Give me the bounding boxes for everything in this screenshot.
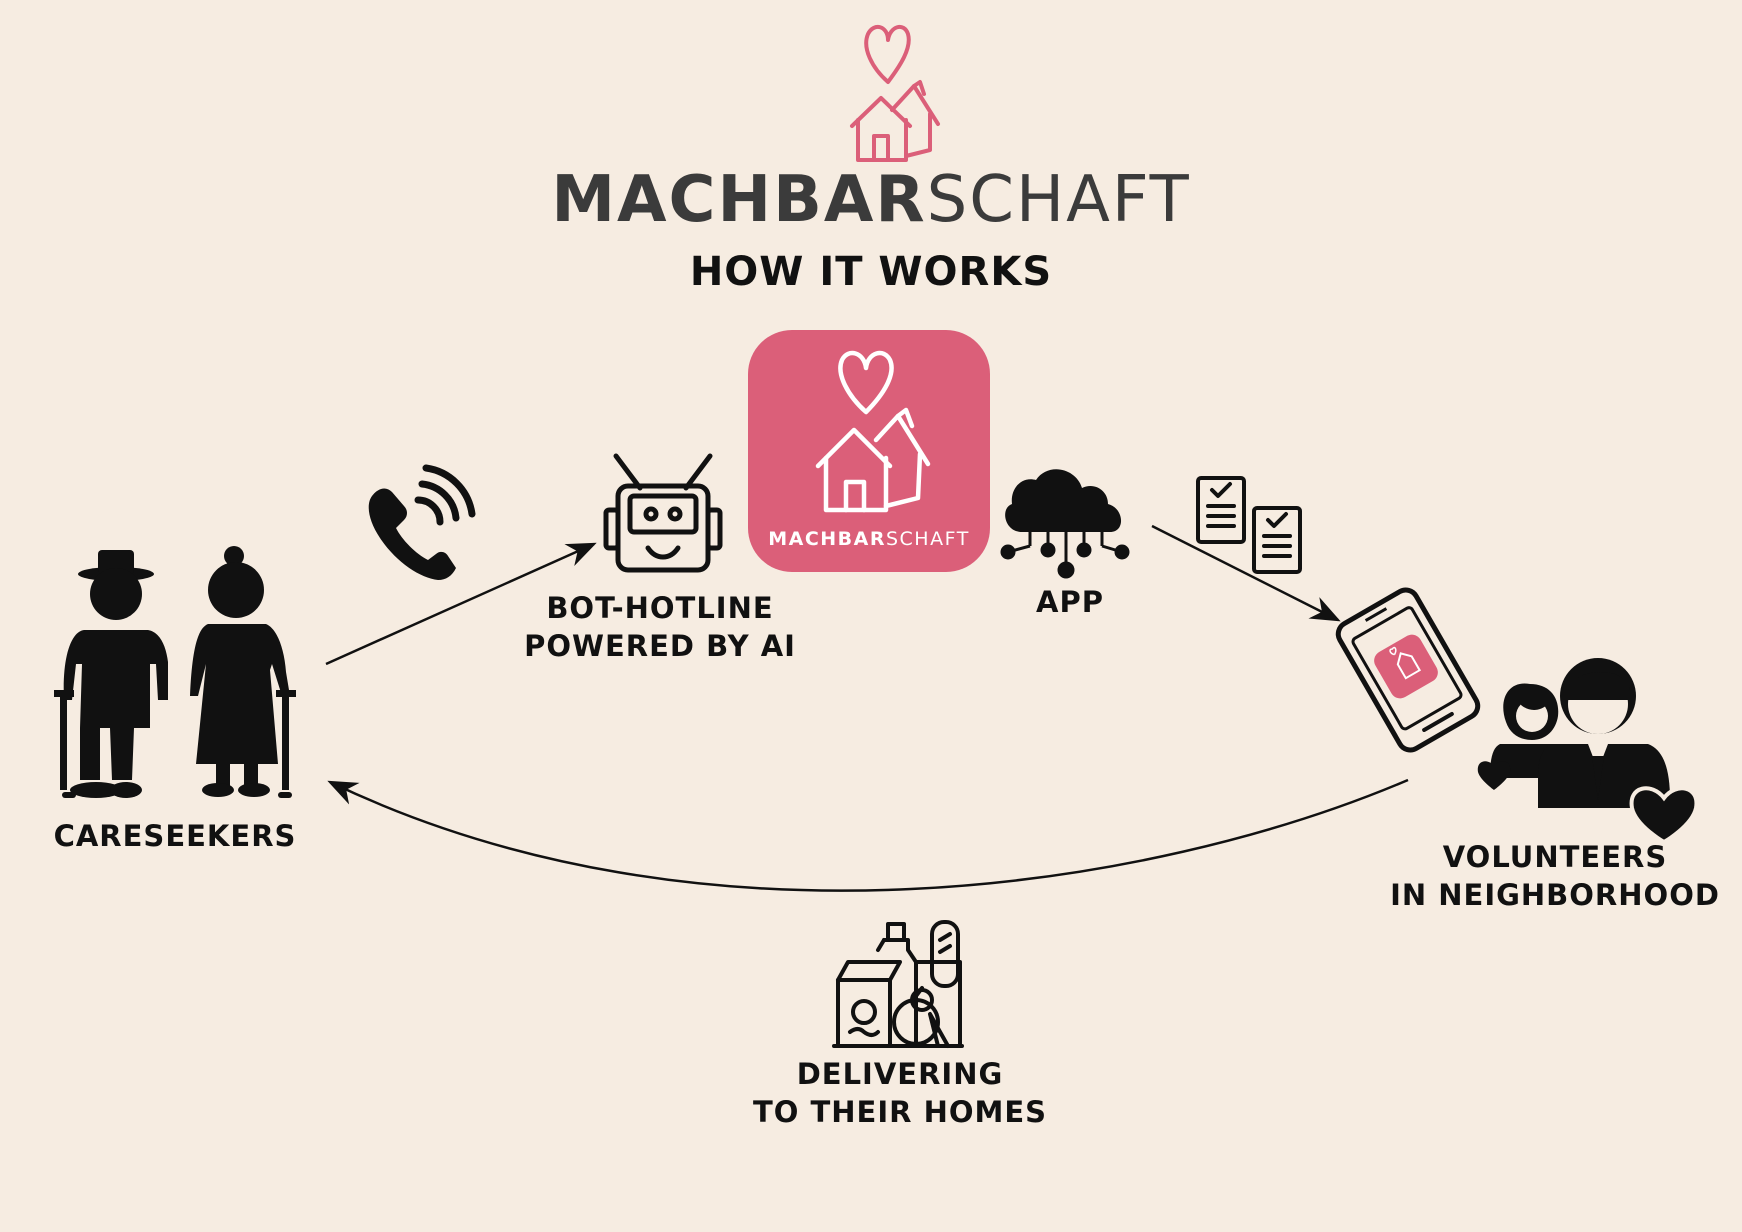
delivering-label: DELIVERING TO THEIR HOMES [730, 1055, 1070, 1131]
brand-name-bold: MACHBAR [551, 163, 927, 237]
arrow-volunteers-to-careseekers [327, 778, 1409, 892]
heart-house-logo-icon [850, 24, 940, 162]
phone-call-icon [368, 464, 476, 580]
brand-wordmark: MACHBARSCHAFT [0, 168, 1742, 232]
groceries-icon [832, 920, 964, 1048]
cloud-network-icon [1000, 469, 1130, 579]
robot-icon [603, 453, 723, 573]
elderly-couple-icon [54, 546, 296, 798]
page-title: HOW IT WORKS [689, 249, 1053, 295]
delivering-line2: TO THEIR HOMES [752, 1095, 1048, 1129]
bot-hotline-label: BOT-HOTLINE POWERED BY AI [500, 589, 820, 665]
app-tile: MACHBARSCHAFT [748, 330, 990, 572]
volunteers-line1: VOLUNTEERS [1442, 840, 1668, 874]
volunteers-line2: IN NEIGHBORHOOD [1390, 878, 1720, 912]
bot-hotline-line2: POWERED BY AI [524, 629, 796, 663]
brand-name-light: SCHAFT [926, 163, 1191, 237]
bot-hotline-line1: BOT-HOTLINE [546, 591, 774, 625]
volunteers-label: VOLUNTEERS IN NEIGHBORHOOD [1380, 838, 1730, 914]
checklist-icon [1196, 476, 1302, 574]
heart-house-logo-icon [815, 350, 931, 513]
careseekers-label: CARESEEKERS [53, 819, 297, 853]
delivering-line1: DELIVERING [796, 1057, 1004, 1091]
smartphone-icon [1335, 587, 1481, 753]
app-label: APP [1036, 585, 1104, 619]
volunteers-icon [1477, 658, 1699, 845]
arrow-careseekers-to-bot [325, 542, 597, 666]
arrow-app-to-volunteers [1151, 524, 1341, 622]
app-tile-name-bold: MACHBAR [768, 528, 886, 550]
app-tile-wordmark: MACHBARSCHAFT [748, 530, 990, 549]
app-tile-name-light: SCHAFT [885, 528, 970, 550]
